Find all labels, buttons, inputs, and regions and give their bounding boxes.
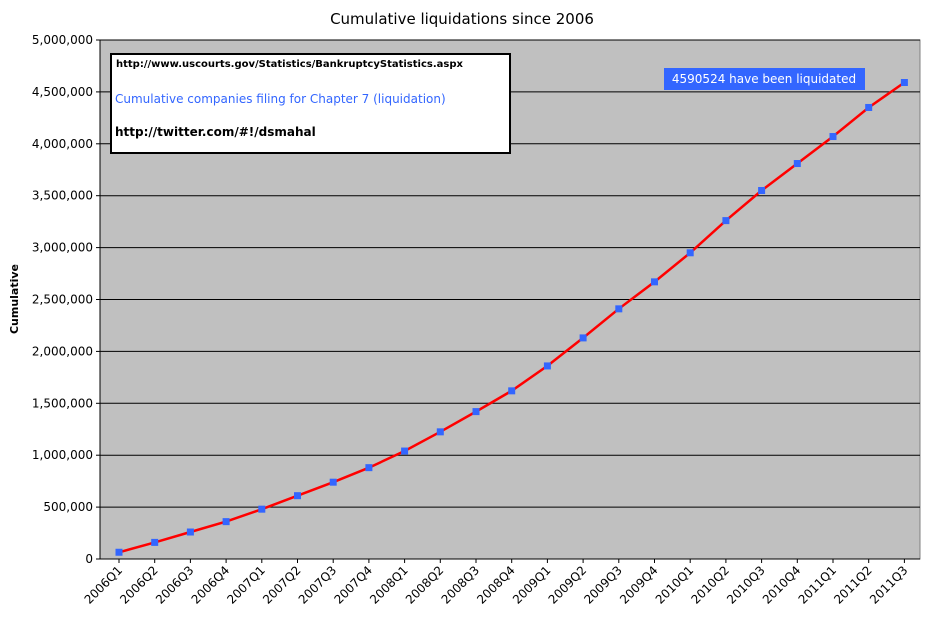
x-tick-label: 2010Q2: [688, 563, 732, 607]
x-tick-label: 2010Q4: [760, 563, 804, 607]
data-point-marker: [401, 447, 409, 455]
x-tick-label: 2008Q3: [439, 563, 483, 607]
data-point-marker: [686, 249, 694, 257]
data-point-marker: [865, 103, 873, 111]
data-point-marker: [472, 408, 480, 416]
y-tick-label: 1,500,000: [32, 396, 93, 410]
x-tick-label: 2009Q3: [581, 563, 625, 607]
x-tick-label: 2008Q1: [367, 563, 411, 607]
y-tick-label: 500,000: [43, 500, 93, 514]
x-tick-label: 2008Q4: [474, 563, 518, 607]
x-tick-label: 2007Q3: [296, 563, 340, 607]
x-axis-ticks: 2006Q12006Q22006Q32006Q42007Q12007Q22007…: [82, 559, 911, 607]
x-tick-label: 2009Q1: [510, 563, 554, 607]
x-tick-label: 2011Q3: [867, 563, 911, 607]
data-point-marker: [579, 334, 587, 342]
x-tick-label: 2009Q2: [546, 563, 590, 607]
y-tick-label: 2,500,000: [32, 293, 93, 307]
y-tick-label: 0: [85, 552, 93, 566]
twitter-text: http://twitter.com/#!/dsmahal: [115, 125, 316, 139]
y-tick-label: 4,000,000: [32, 137, 93, 151]
data-point-marker: [151, 538, 159, 546]
data-point-marker: [543, 362, 551, 370]
x-tick-label: 2009Q4: [617, 563, 661, 607]
description-text: Cumulative companies filing for Chapter …: [115, 92, 446, 106]
source-note-box: http://www.uscourts.gov/Statistics/Bankr…: [110, 53, 511, 154]
data-point-marker: [294, 492, 301, 500]
data-point-marker: [829, 133, 837, 141]
data-point-marker: [115, 548, 123, 556]
source-url-text: http://www.uscourts.gov/Statistics/Bankr…: [116, 59, 464, 70]
data-point-marker: [651, 278, 658, 286]
callout-label: 4590524 have been liquidated: [664, 68, 865, 90]
x-tick-label: 2006Q3: [153, 563, 197, 607]
y-tick-label: 2,000,000: [32, 344, 93, 358]
x-tick-label: 2011Q2: [831, 563, 875, 607]
x-tick-label: 2006Q1: [82, 563, 126, 607]
y-tick-label: 4,500,000: [32, 85, 93, 99]
series-markers: [115, 79, 908, 556]
data-point-marker: [615, 305, 623, 313]
x-tick-label: 2007Q4: [331, 563, 375, 607]
data-point-marker: [186, 528, 194, 536]
chart-title: Cumulative liquidations since 2006: [330, 10, 594, 28]
x-tick-label: 2010Q3: [724, 563, 768, 607]
y-tick-label: 3,000,000: [32, 241, 93, 255]
callout-text: 4590524 have been liquidated: [672, 72, 856, 86]
data-point-marker: [508, 387, 516, 395]
x-tick-label: 2007Q2: [260, 563, 304, 607]
x-tick-label: 2008Q2: [403, 563, 447, 607]
data-point-marker: [436, 428, 444, 436]
y-tick-label: 5,000,000: [32, 33, 93, 47]
y-axis-ticks: 0 500,000 1,000,000 1,500,000 2,000,000 2,500…: [32, 33, 100, 566]
x-tick-label: 2007Q1: [224, 563, 268, 607]
x-tick-label: 2010Q1: [653, 563, 697, 607]
x-tick-label: 2006Q4: [189, 563, 233, 607]
data-point-marker: [793, 160, 801, 168]
data-point-marker: [758, 187, 766, 195]
data-point-marker: [722, 217, 730, 225]
y-tick-label: 3,500,000: [32, 189, 93, 203]
y-tick-label: 1,000,000: [32, 448, 93, 462]
data-point-marker: [365, 464, 373, 472]
data-point-marker: [900, 79, 908, 87]
x-tick-label: 2006Q2: [117, 563, 161, 607]
data-point-marker: [222, 518, 230, 526]
data-point-marker: [329, 478, 337, 486]
x-tick-label: 2011Q1: [796, 563, 840, 607]
data-point-marker: [258, 505, 266, 513]
y-axis-title: Cumulative: [8, 264, 21, 334]
